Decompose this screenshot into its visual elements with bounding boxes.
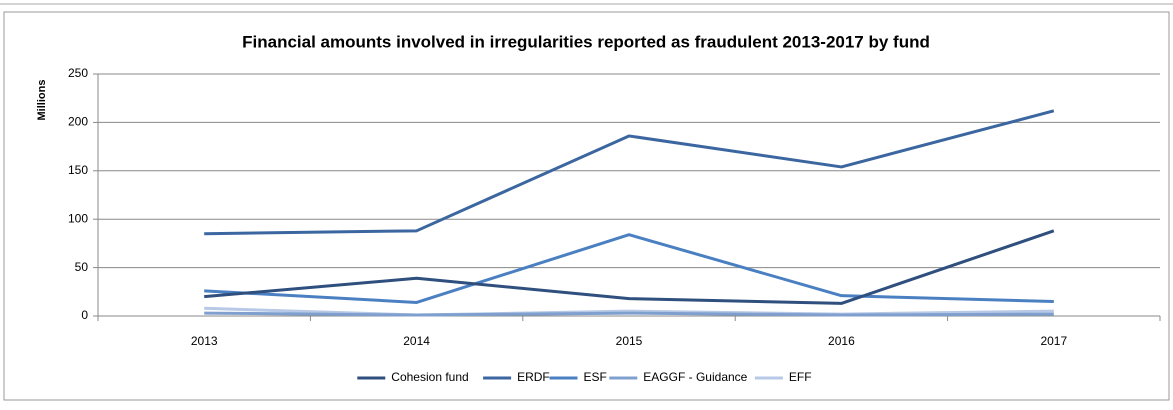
legend-label: EFF [789,370,812,384]
x-tick-label: 2015 [616,334,643,348]
legend-label: ERDF [517,370,550,384]
y-tick-label: 100 [68,211,88,225]
x-tick-label: 2014 [403,334,430,348]
legend-label: EAGGF - Guidance [643,370,747,384]
chart-title: Financial amounts involved in irregulari… [242,32,930,51]
y-tick-label: 250 [68,66,88,80]
series-line [204,311,1054,317]
legend-label: Cohesion fund [391,370,468,384]
series-line [204,229,1055,305]
chart-frame [3,11,1170,401]
series-line [204,109,1055,236]
x-tick-label: 2016 [828,334,855,348]
y-tick-label: 150 [68,163,88,177]
legend-label: ESF [584,370,607,384]
y-tick-label: 200 [68,115,88,129]
y-axis-label: Millions [36,80,48,121]
x-tick-label: 2013 [191,334,218,348]
series-line [204,233,1054,304]
y-tick-label: 0 [81,308,88,322]
series-line [204,306,1054,317]
y-tick-label: 50 [75,260,89,274]
x-tick-label: 2017 [1040,334,1067,348]
